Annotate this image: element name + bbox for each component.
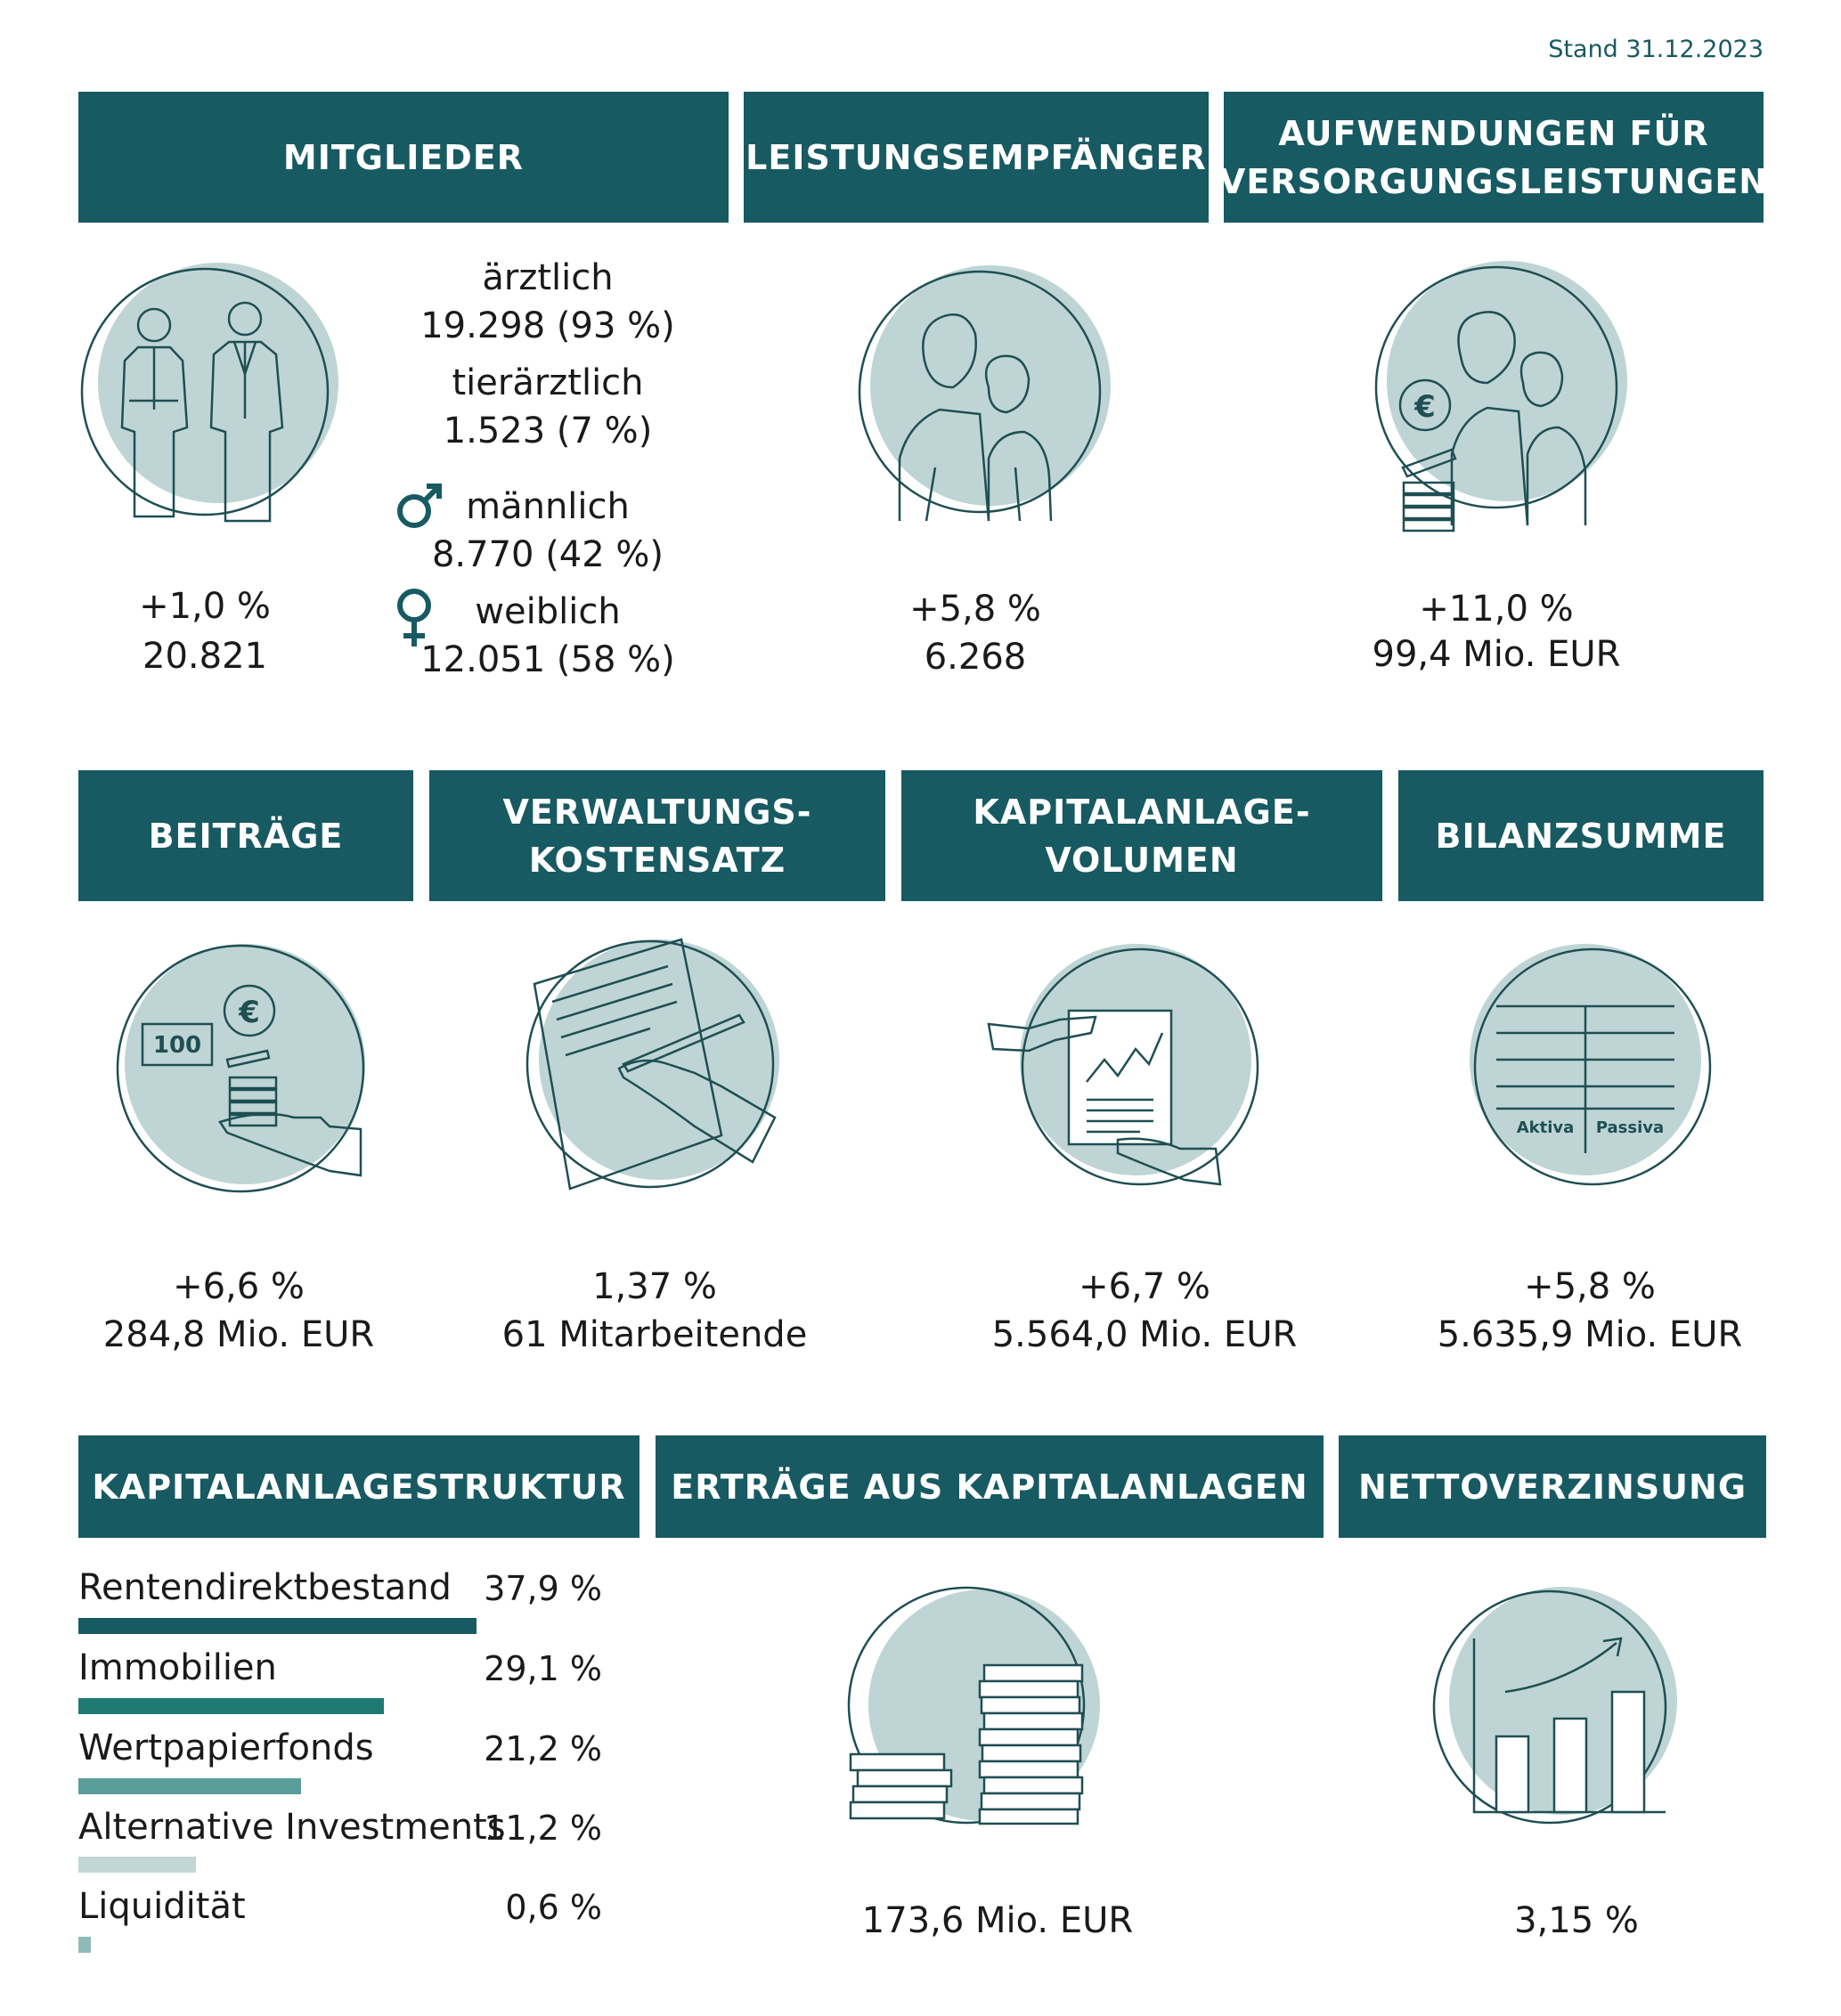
struktur-bar (78, 1698, 384, 1714)
growth-chart-icon (1432, 1587, 1677, 1825)
struktur-label: Rentendirektbestand (78, 1567, 452, 1608)
beitraege-value: 284,8 Mio. EUR (102, 1314, 375, 1355)
weiblich-value: 12.051 (58 %) (420, 639, 675, 680)
tieraerztlich-label: tierärztlich (452, 362, 644, 403)
bilanzsumme-change: +5,8 % (1524, 1266, 1656, 1307)
coin-stacks-icon (847, 1586, 1100, 1825)
struktur-pct: 37,9 % (484, 1569, 602, 1608)
stand-date: Stand 31.12.2023 (1548, 36, 1764, 63)
aerztlich-value: 19.298 (93 %) (420, 305, 675, 346)
struktur-label: Immobilien (78, 1647, 277, 1688)
struktur-pct: 0,6 % (505, 1888, 602, 1927)
header-ertraege: ERTRÄGE AUS KAPITALANLAGEN (656, 1435, 1324, 1538)
beitraege-change: +6,6 % (173, 1266, 305, 1307)
header-bilanzsumme: BILANZSUMME (1398, 770, 1764, 901)
struktur-pct: 11,2 % (484, 1809, 602, 1848)
header-mitglieder: MITGLIEDER (78, 92, 729, 223)
signing-document-icon (525, 938, 779, 1191)
nettoverzinsung-value: 3,15 % (1514, 1900, 1639, 1941)
aerztlich-label: ärztlich (482, 257, 614, 298)
struktur-bar (78, 1937, 91, 1953)
kapitalanlagevolumen-value: 5.564,0 Mio. EUR (991, 1314, 1298, 1355)
leistungsempfaenger-value: 6.268 (924, 637, 1027, 678)
document-chart-icon (987, 944, 1259, 1186)
passiva-label: Passiva (1596, 1118, 1664, 1137)
struktur-label: Alternative Investments (78, 1807, 506, 1848)
balance-sheet-icon: Aktiva Passiva (1470, 944, 1712, 1186)
verwaltung-value: 61 Mitarbeitende (501, 1314, 808, 1355)
people-icon (80, 263, 338, 523)
struktur-label: Liquidität (78, 1886, 246, 1927)
male-symbol-icon (397, 484, 442, 528)
tieraerztlich-value: 1.523 (7 %) (443, 411, 653, 451)
verwaltung-change: 1,37 % (592, 1266, 717, 1307)
aufwendungen-change: +11,0 % (1419, 589, 1574, 630)
banknote-value: 100 (153, 1032, 201, 1059)
aktiva-label: Aktiva (1517, 1118, 1575, 1137)
header-nettoverzinsung: NETTOVERZINSUNG (1339, 1435, 1766, 1538)
mitglieder-change: +1,0 % (139, 586, 271, 627)
struktur-bar (78, 1857, 196, 1873)
elderly-couple-icon (858, 265, 1111, 522)
bilanzsumme-value: 5.635,9 Mio. EUR (1437, 1314, 1743, 1355)
header-kapitalanlagevolumen: KAPITALANLAGE- VOLUMEN (901, 770, 1382, 901)
struktur-bar (78, 1618, 477, 1634)
aufwendungen-value: 99,4 Mio. EUR (1372, 634, 1621, 675)
mitglieder-value: 20.821 (143, 636, 267, 677)
struktur-pct: 29,1 % (484, 1649, 602, 1688)
elderly-euro-icon: € (1374, 261, 1627, 532)
kapitalanlagevolumen-change: +6,7 % (1079, 1266, 1210, 1307)
weiblich-label: weiblich (475, 591, 621, 632)
header-verwaltung: VERWALTUNGS- KOSTENSATZ (429, 770, 885, 901)
struktur-bar (78, 1778, 301, 1794)
header-aufwendungen: AUFWENDUNGEN FÜR VERSORGUNGSLEISTUNGEN (1219, 92, 1767, 223)
maennlich-label: männlich (466, 486, 630, 527)
ertraege-value: 173,6 Mio. EUR (861, 1900, 1134, 1941)
struktur-label: Wertpapierfonds (78, 1727, 374, 1768)
leistungsempfaenger-change: +5,8 % (909, 589, 1041, 630)
header-leistungsempfaenger: LEISTUNGSEMPFÄNGER (744, 92, 1209, 223)
maennlich-value: 8.770 (42 %) (431, 534, 664, 575)
svg-text:€: € (1413, 389, 1436, 425)
female-symbol-icon (397, 589, 431, 646)
banknote-coins-icon: 100 € (116, 944, 365, 1193)
svg-text:€: € (238, 995, 260, 1030)
header-struktur: KAPITALANLAGESTRUKTUR (78, 1435, 639, 1538)
header-beitraege: BEITRÄGE (78, 770, 413, 901)
struktur-pct: 21,2 % (484, 1729, 602, 1768)
